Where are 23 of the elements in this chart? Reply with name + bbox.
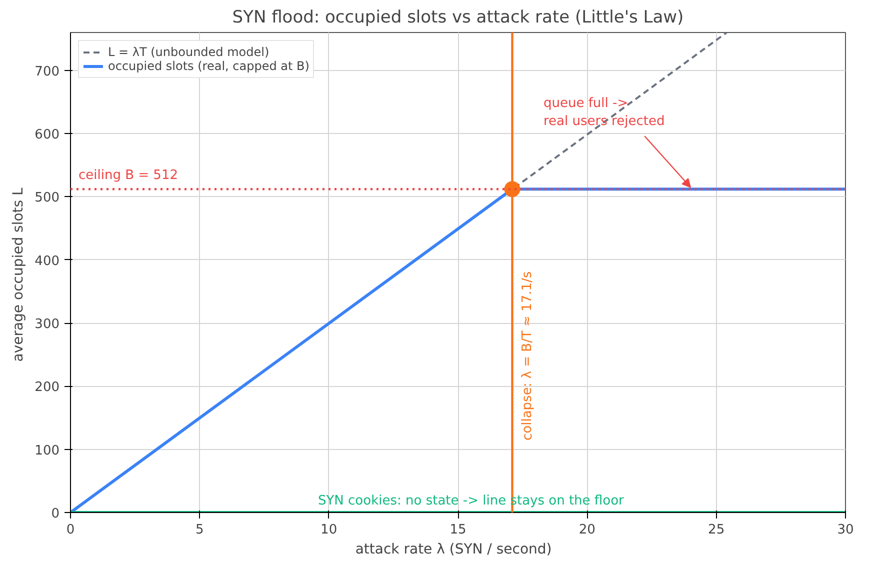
y-tick-label: 0 xyxy=(51,506,60,522)
y-tick-label: 100 xyxy=(34,443,60,458)
x-tick-label: 10 xyxy=(320,522,338,538)
y-tick-label: 500 xyxy=(34,190,60,206)
x-axis-title: attack rate λ (SYN / second) xyxy=(355,542,552,558)
x-tick-label: 30 xyxy=(837,522,854,538)
ref-line-label: collapse: λ = B/T ≈ 17.1/s xyxy=(520,271,536,440)
ref-line-label: ceiling B = 512 xyxy=(78,168,178,184)
legend-label: L = λT (unbounded model) xyxy=(108,45,270,59)
annotation: queue full -> real users rejected xyxy=(544,96,665,130)
y-tick-label: 600 xyxy=(34,128,60,143)
legend-label: occupied slots (real, capped at B) xyxy=(108,59,310,73)
x-tick-label: 20 xyxy=(578,522,596,538)
y-tick-label: 200 xyxy=(34,380,60,396)
y-tick-label: 300 xyxy=(34,317,60,332)
x-tick-label: 5 xyxy=(196,522,204,538)
x-tick-label: 25 xyxy=(708,522,725,538)
x-tick-label: 0 xyxy=(66,522,75,538)
y-axis-title: average occupied slots L xyxy=(10,187,27,362)
x-tick-label: 15 xyxy=(450,522,466,538)
chart-title: SYN flood: occupied slots vs attack rate (Little's Law) xyxy=(232,8,684,28)
y-tick-label: 700 xyxy=(34,64,60,80)
y-tick-label: 400 xyxy=(34,254,60,269)
